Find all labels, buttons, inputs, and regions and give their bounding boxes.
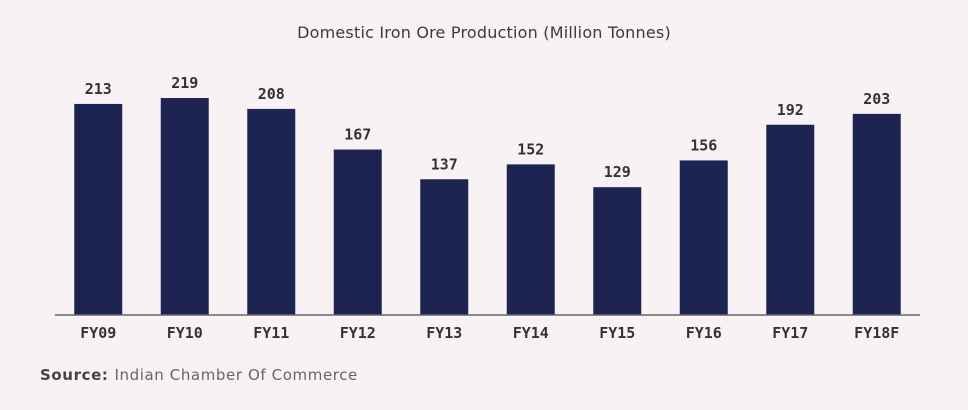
source-label: Source: — [40, 366, 109, 384]
bar — [160, 98, 209, 315]
x-tick-label: FY15 — [599, 324, 635, 342]
chart-title: Domestic Iron Ore Production (Million To… — [297, 23, 671, 42]
bar — [74, 103, 123, 315]
x-tick-label: FY18F — [854, 324, 899, 342]
data-label: 213 — [85, 80, 112, 98]
source-text: Indian Chamber Of Commerce — [114, 366, 358, 384]
bar — [506, 164, 555, 315]
data-label: 137 — [431, 155, 458, 173]
data-label: 192 — [777, 101, 804, 119]
x-tick-label: FY14 — [513, 324, 549, 342]
data-label: 152 — [517, 140, 544, 158]
data-label: 167 — [344, 126, 371, 144]
x-tick-label: FY17 — [772, 324, 808, 342]
data-label: 156 — [690, 136, 717, 154]
bar — [247, 108, 296, 316]
x-tick-label: FY13 — [426, 324, 462, 342]
data-label: 219 — [171, 74, 198, 92]
x-tick-label: FY16 — [686, 324, 722, 342]
data-label: 129 — [604, 163, 631, 181]
data-label: 203 — [863, 90, 890, 108]
x-tick-label: FY11 — [253, 324, 289, 342]
data-label: 208 — [258, 85, 285, 103]
bar — [852, 113, 901, 315]
bar — [420, 179, 469, 315]
source-note: Source: Indian Chamber Of Commerce — [40, 366, 358, 384]
bar — [766, 124, 815, 316]
bar — [679, 160, 728, 315]
x-tick-label: FY12 — [340, 324, 376, 342]
x-tick-label: FY09 — [80, 324, 116, 342]
bar — [593, 187, 642, 315]
bar — [333, 149, 382, 315]
x-tick-label: FY10 — [167, 324, 203, 342]
